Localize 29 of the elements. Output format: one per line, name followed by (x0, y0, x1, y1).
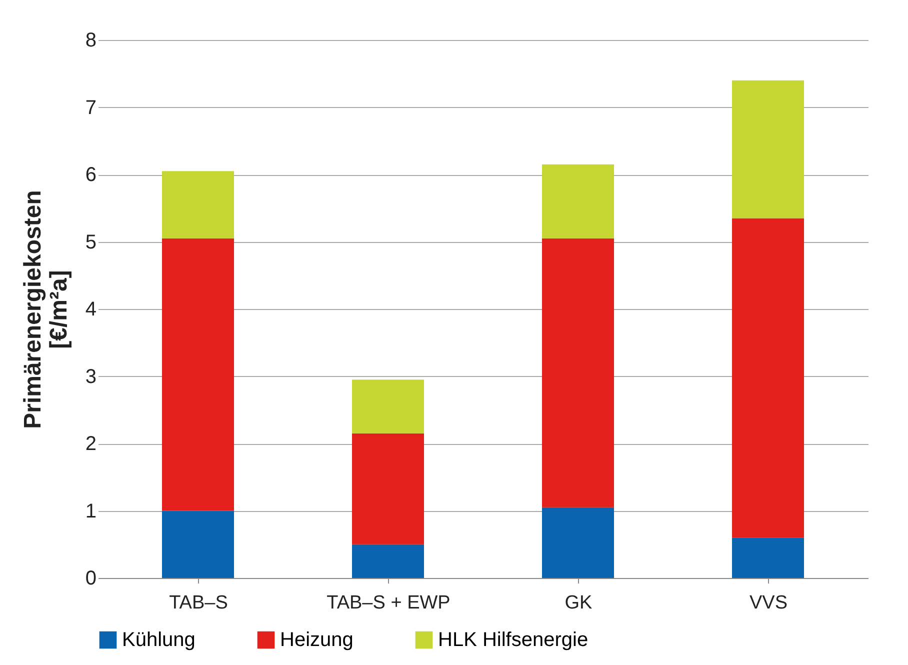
bar (162, 238, 234, 511)
y-tick-label: 5 (85, 231, 96, 254)
x-tick-label: TAB–S (169, 592, 228, 614)
y-tick-label: 6 (85, 164, 96, 186)
bar (352, 380, 424, 434)
bar (542, 238, 614, 508)
bar (732, 538, 804, 578)
legend-label: Heizung (280, 629, 354, 651)
bar (542, 507, 614, 578)
bar (352, 433, 424, 544)
x-tick-label: TAB–S + EWP (326, 592, 450, 614)
y-tick-label: 8 (85, 30, 96, 52)
bar (162, 510, 234, 578)
bar (542, 164, 614, 238)
y-tick-label: 4 (85, 298, 96, 320)
y-tick-label: 0 (85, 568, 96, 590)
y-tick-label: 3 (85, 366, 96, 388)
x-tick-label: VVS (749, 592, 788, 614)
bar (352, 544, 424, 578)
bar (732, 218, 804, 538)
y-tick-label: 2 (85, 433, 96, 455)
x-tick-label: GK (564, 592, 593, 614)
bar (732, 80, 804, 218)
y-tick-label: 7 (85, 96, 96, 119)
legend-label: HLK Hilfsenergie (438, 629, 588, 651)
bar (162, 171, 234, 238)
legend-label: Kühlung (122, 629, 196, 651)
y-tick-label: 1 (85, 500, 96, 522)
y-axis-title: Primärenergiekosten [€/m²a] (19, 190, 72, 429)
